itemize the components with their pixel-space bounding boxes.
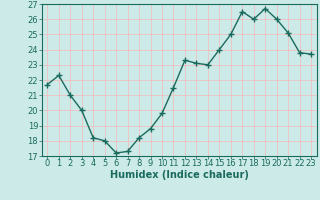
X-axis label: Humidex (Indice chaleur): Humidex (Indice chaleur): [110, 170, 249, 180]
